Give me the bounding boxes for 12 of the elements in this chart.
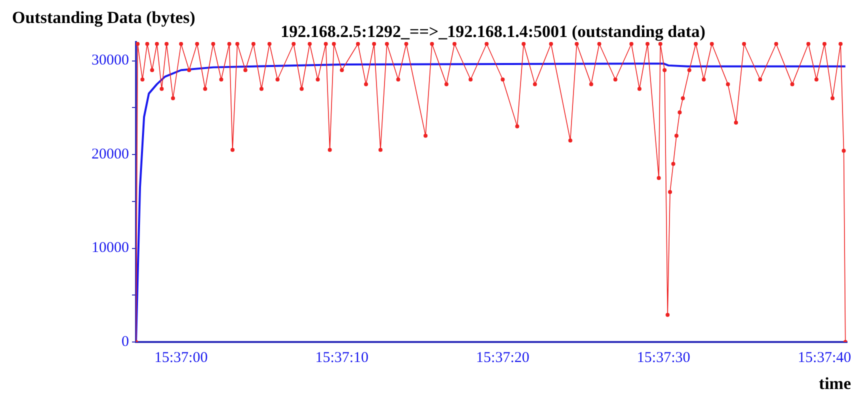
- x-tick-label: 15:37:00: [154, 350, 208, 366]
- chart-title: 192.168.2.5:1292_==>_192.168.1.4:5001 (outstanding data): [280, 22, 706, 41]
- x-axis-title: time: [818, 374, 852, 393]
- y-tick-label: 10000: [92, 240, 129, 256]
- x-tick-label: 15:37:20: [476, 350, 530, 366]
- y-tick-label: 30000: [92, 52, 129, 69]
- x-tick-label: 15:37:40: [798, 350, 852, 366]
- y-axis-title: Outstanding Data (bytes): [12, 8, 196, 27]
- y-tick-label: 20000: [92, 146, 129, 162]
- x-tick-label: 15:37:10: [315, 350, 369, 366]
- x-tick-label: 15:37:30: [636, 350, 690, 366]
- y-tick-label: 0: [122, 334, 129, 350]
